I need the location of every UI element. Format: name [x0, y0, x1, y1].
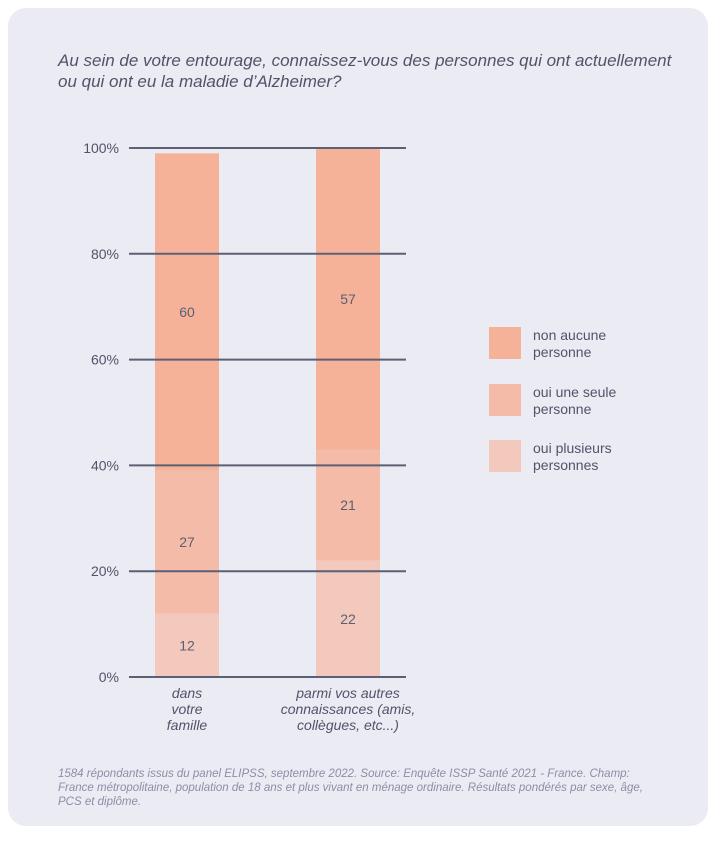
bar-segment	[155, 153, 219, 471]
y-tick-label: 40%	[91, 457, 119, 473]
data-label: 27	[179, 534, 195, 550]
bar-segment	[155, 470, 219, 614]
bar-segment	[316, 148, 380, 450]
y-tick-label: 60%	[91, 352, 119, 368]
y-tick-label: 100%	[83, 140, 119, 156]
y-tick-label: 0%	[99, 669, 119, 685]
legend-swatch	[489, 384, 521, 416]
data-label: 22	[340, 611, 356, 627]
legend-label: oui plusieurs personnes	[533, 440, 612, 473]
chart-footnote: 1584 répondants issus du panel ELIPSS, s…	[58, 768, 643, 808]
data-label: 57	[340, 291, 356, 307]
data-label: 12	[179, 637, 195, 653]
legend-swatch	[489, 327, 521, 359]
legend-label: non aucune personne	[533, 327, 606, 360]
bar-segment	[155, 613, 219, 677]
x-tick-label: parmi vos autres connaissances (amis, coll…	[281, 685, 416, 733]
legend-label: oui une seule personne	[533, 384, 617, 417]
y-tick-label: 20%	[91, 563, 119, 579]
bar-segment	[316, 560, 380, 677]
legend-swatch	[489, 440, 521, 472]
x-tick-label: dans votre famille	[167, 685, 208, 733]
y-tick-label: 80%	[91, 246, 119, 262]
data-label: 21	[340, 497, 356, 513]
legend: non aucune personne oui une seule personne o…	[489, 327, 617, 473]
data-label: 60	[179, 304, 195, 320]
y-axis: 0% 20% 40% 60% 80% 100%	[83, 140, 406, 685]
bars-group: 12 27 60 22 21 57	[155, 148, 380, 677]
chart-title: Au sein de votre entourage, connaissez-v…	[58, 51, 672, 91]
bar-segment	[316, 449, 380, 561]
